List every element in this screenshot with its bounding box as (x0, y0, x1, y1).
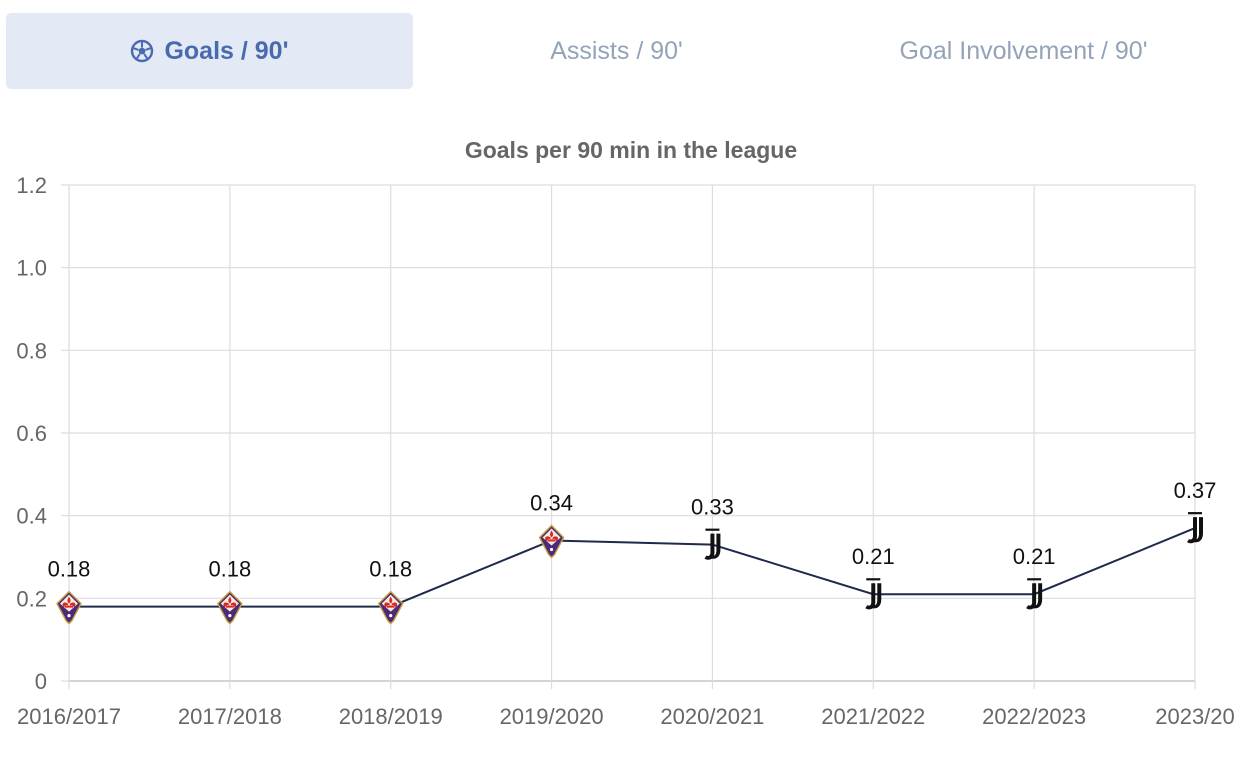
data-label: 0.18 (208, 557, 251, 582)
x-tick-label: 2018/2019 (339, 704, 443, 729)
juventus-crest-icon[interactable] (865, 578, 882, 610)
goals-per-90-chart: Goals per 90 min in the league 00.20.40.… (16, 137, 1235, 729)
data-label: 0.21 (852, 544, 895, 569)
x-tick-label: 2020/2021 (660, 704, 764, 729)
tab-assists-per-90[interactable]: Assists / 90' (413, 13, 820, 89)
chart-title: Goals per 90 min in the league (465, 137, 797, 163)
series-line (69, 527, 1196, 608)
x-tick-label: 2023/20 (1155, 704, 1235, 729)
data-label: 0.18 (48, 557, 91, 582)
football-icon (131, 39, 154, 63)
fiorentina-crest-icon[interactable] (377, 590, 404, 625)
y-tick-label: 1.0 (16, 256, 47, 281)
y-tick-label: 0.8 (16, 338, 47, 363)
y-tick-label: 0 (35, 669, 47, 694)
point-markers (56, 512, 1203, 625)
series-line-layer (69, 527, 1196, 608)
y-tick-label: 0.6 (16, 421, 47, 446)
x-tick-label: 2017/2018 (178, 704, 282, 729)
juventus-crest-icon[interactable] (1187, 512, 1203, 544)
data-labels: 0.18 0.18 0.18 0.34 0.33 0.21 0.21 0.37 (48, 478, 1217, 582)
data-label: 0.21 (1013, 544, 1056, 569)
y-tick-label: 0.4 (16, 504, 47, 529)
tab-goals-per-90-label: Goals / 90' (164, 36, 289, 65)
juventus-crest-icon[interactable] (704, 528, 721, 560)
tab-goal-involvement-per-90[interactable]: Goal Involvement / 90' (820, 13, 1227, 89)
fiorentina-crest-icon[interactable] (56, 590, 82, 625)
y-axis-ticks: 0 0.2 0.4 0.6 0.8 1.0 1.2 (16, 173, 47, 694)
tab-goal-involvement-per-90-label: Goal Involvement / 90' (899, 36, 1148, 65)
x-tick-label: 2022/2023 (982, 704, 1086, 729)
data-label: 0.33 (691, 495, 734, 520)
y-tick-label: 1.2 (16, 173, 47, 198)
tab-goals-per-90[interactable]: Goals / 90' (6, 13, 413, 89)
fiorentina-crest-icon[interactable] (538, 524, 565, 559)
tab-assists-per-90-label: Assists / 90' (550, 36, 683, 65)
x-tick-label: 2021/2022 (821, 704, 925, 729)
data-label: 0.34 (530, 490, 573, 515)
data-label: 0.37 (1174, 478, 1217, 503)
metric-tabs: Goals / 90' Assists / 90' Goal Involveme… (6, 13, 1244, 89)
chart-grid (61, 184, 1196, 689)
y-tick-label: 0.2 (16, 586, 47, 611)
fiorentina-crest-icon[interactable] (216, 590, 243, 625)
x-tick-label: 2019/2020 (500, 704, 604, 729)
data-label: 0.18 (369, 557, 412, 582)
x-axis-ticks: 2016/2017 2017/2018 2018/2019 2019/2020 2020… (17, 704, 1235, 729)
juventus-crest-icon[interactable] (1026, 578, 1043, 610)
x-tick-label: 2016/2017 (17, 704, 121, 729)
